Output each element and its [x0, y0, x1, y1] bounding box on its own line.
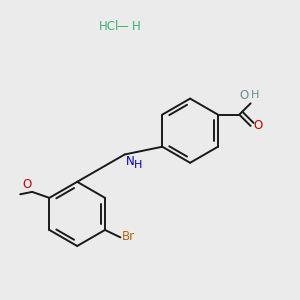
Text: H: H [134, 160, 142, 170]
Text: H: H [132, 20, 141, 33]
Text: —: — [117, 20, 128, 33]
Text: N: N [126, 155, 135, 168]
Text: O: O [240, 88, 249, 102]
Text: H: H [251, 90, 260, 100]
Text: O: O [22, 178, 32, 191]
Text: O: O [254, 119, 263, 132]
Text: Br: Br [122, 230, 135, 243]
Text: HCl: HCl [98, 20, 119, 33]
